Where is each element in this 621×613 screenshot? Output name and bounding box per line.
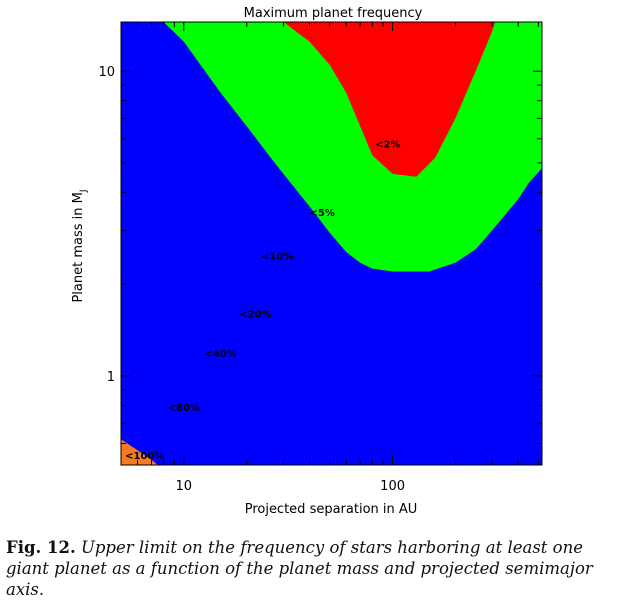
plot-area <box>121 22 542 465</box>
region-lt10 <box>121 22 542 465</box>
plot-frame <box>120 21 543 466</box>
contour-label-lt100: <100% <box>125 451 164 462</box>
contour-label-lt80: <80% <box>168 403 200 414</box>
y-axis-label-group: Planet mass in MJ <box>71 189 89 302</box>
chart-title: Maximum planet frequency <box>244 6 423 21</box>
region-lt100 <box>121 439 158 465</box>
caption-text: Upper limit on the frequency of stars ha… <box>6 538 593 599</box>
contour-label-lt2: <2% <box>375 139 400 150</box>
svg-text:Planet mass in MJ: Planet mass in MJ <box>71 189 89 302</box>
y-tick-label: 10 <box>98 65 115 80</box>
y-axis-label: Planet mass in M <box>71 192 86 302</box>
x-tick-label: 10 <box>176 479 193 494</box>
x-tick-label: 100 <box>380 479 405 494</box>
x-axis-label: Projected separation in AU <box>245 502 418 517</box>
figure-caption: Fig. 12. Upper limit on the frequency of… <box>6 537 612 600</box>
chart-figure: Maximum planet frequency 10 100 1 10 <2% <5%… <box>71 6 543 517</box>
contour-label-lt5: <5% <box>310 208 335 219</box>
contour-label-lt40: <40% <box>204 349 236 360</box>
y-axis-label-subscript: J <box>79 189 89 193</box>
y-tick-label: 1 <box>107 370 115 385</box>
region-lt2 <box>283 22 496 177</box>
caption-label: Fig. 12. <box>6 538 76 557</box>
contour-label-lt20: <20% <box>239 310 271 321</box>
contour-label-lt10: <10% <box>261 252 293 263</box>
